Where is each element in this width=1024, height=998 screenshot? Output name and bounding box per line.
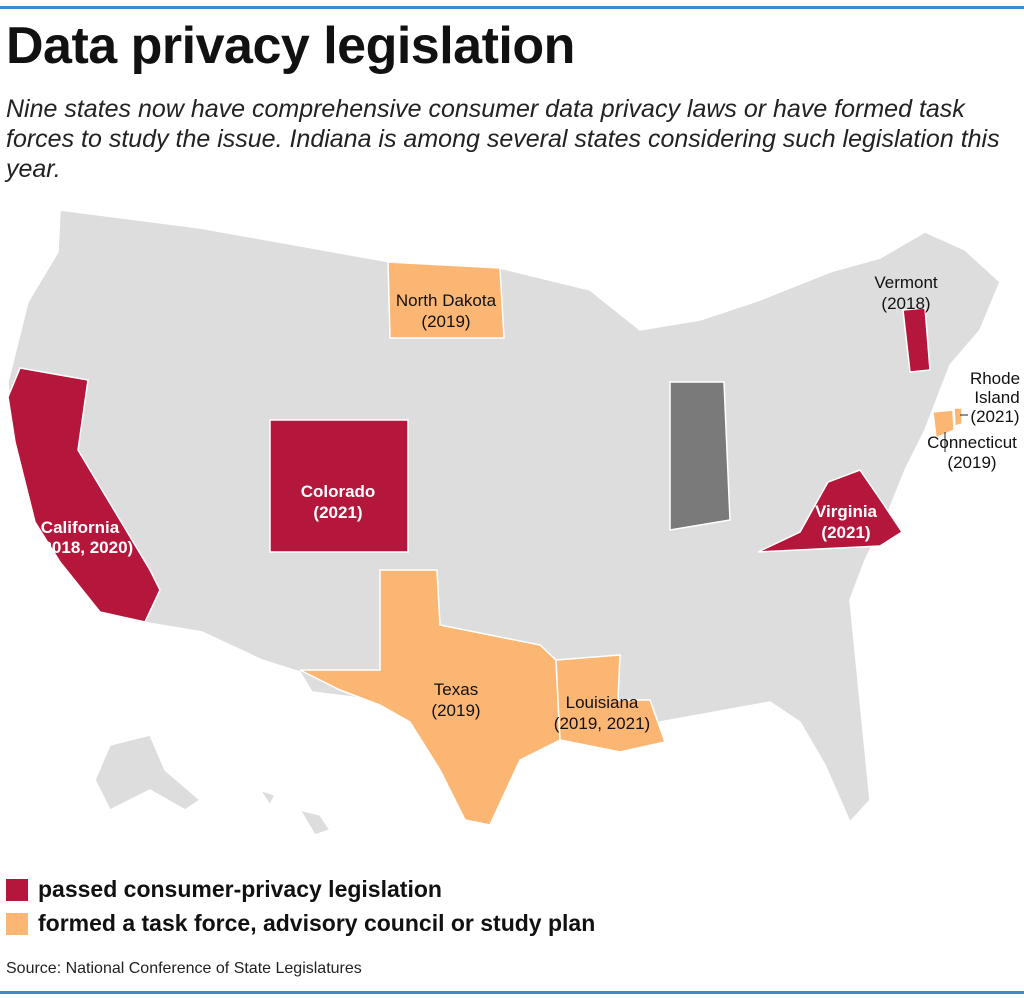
label-california: California (41, 518, 120, 537)
label-vermont-years: (2018) (881, 294, 930, 313)
legend-item-task-force: formed a task force, advisory council or… (6, 910, 595, 937)
state-louisiana (555, 654, 666, 753)
subtitle: Nine states now have comprehensive consu… (6, 95, 1000, 183)
page-title: Data privacy legislation (6, 17, 575, 75)
label-north-dakota: North Dakota (396, 291, 497, 310)
label-rhode-island-2: Island (974, 388, 1019, 407)
label-virginia-years: (2021) (821, 523, 870, 542)
state-virginia (757, 469, 904, 553)
state-indiana (669, 381, 731, 531)
label-vermont: Vermont (874, 273, 938, 292)
label-connecticut-years: (2019) (947, 453, 996, 472)
label-louisiana: Louisiana (566, 693, 639, 712)
label-texas: Texas (434, 680, 478, 699)
label-rhode-island-years: (2021) (970, 407, 1019, 426)
legend-swatch-passed (6, 878, 28, 901)
label-colorado-years: (2021) (313, 503, 362, 522)
state-colorado (269, 419, 409, 553)
label-north-dakota-years: (2019) (421, 312, 470, 331)
legend-label-task-force: formed a task force, advisory council or… (38, 910, 596, 936)
label-virginia: Virginia (815, 502, 878, 521)
legend-item-passed: passed consumer-privacy legislation (6, 876, 442, 903)
legend-label-passed: passed consumer-privacy legislation (38, 876, 442, 902)
state-vermont (902, 307, 931, 373)
hawaii (258, 788, 332, 836)
legend-swatch-task-force (6, 912, 28, 935)
label-rhode-island-1: Rhode (970, 369, 1020, 388)
state-north-dakota (387, 261, 505, 339)
state-connecticut (932, 409, 955, 440)
source-note: Source: National Conference of State Leg… (6, 960, 362, 977)
top-rule (0, 6, 1024, 9)
state-rhode-island (953, 407, 963, 427)
state-california (7, 367, 161, 623)
state-texas (299, 569, 561, 826)
us-base-map (7, 209, 1001, 826)
alaska (94, 734, 202, 812)
label-connecticut: Connecticut (927, 433, 1017, 452)
label-texas-years: (2019) (431, 701, 480, 720)
label-colorado: Colorado (301, 482, 376, 501)
label-louisiana-years: (2019, 2021) (554, 714, 650, 733)
bottom-rule (0, 991, 1024, 994)
label-california-years: (2018, 2020) (37, 538, 133, 557)
